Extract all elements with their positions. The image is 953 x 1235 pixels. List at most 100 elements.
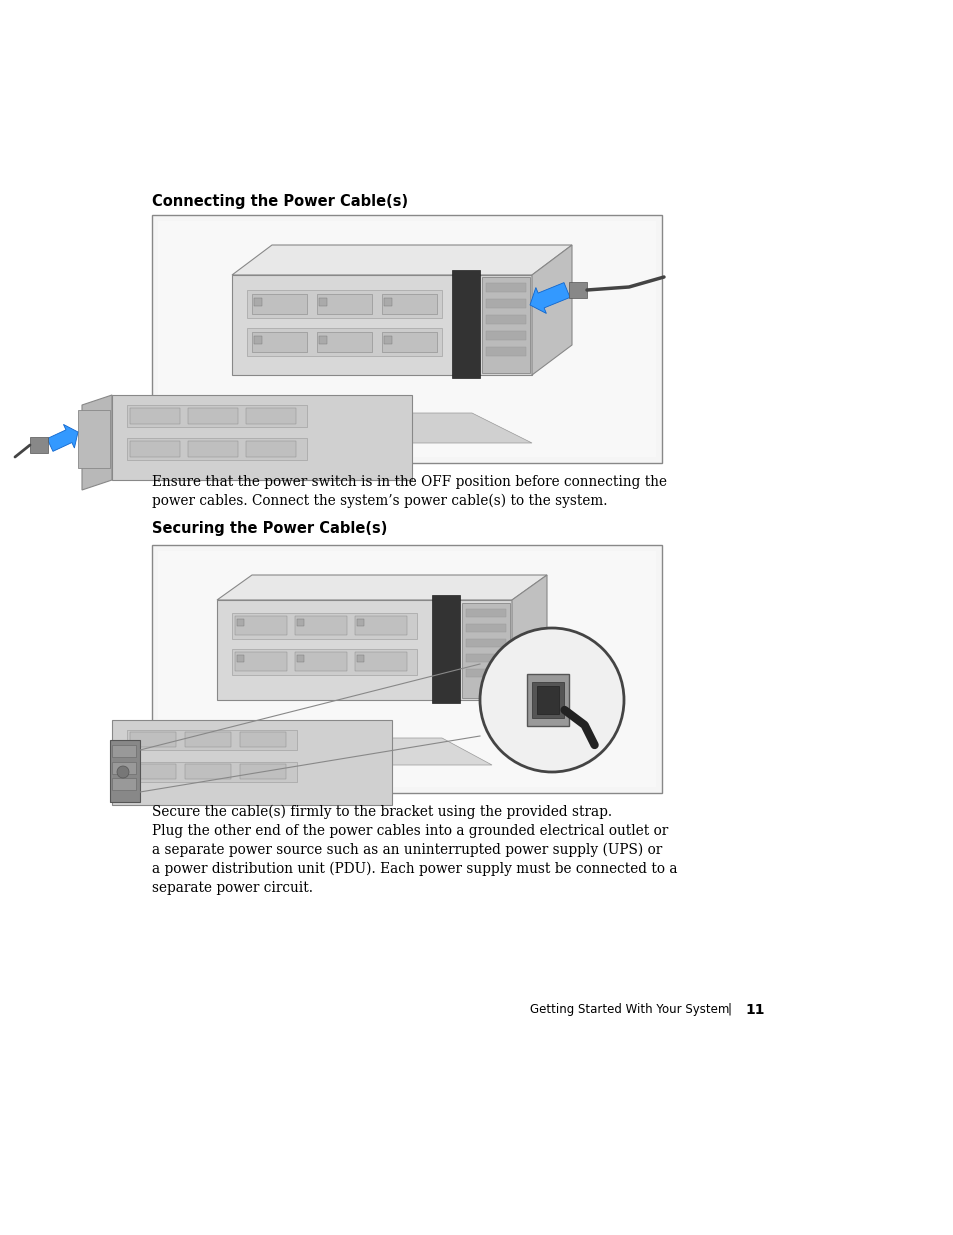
Bar bbox=[112, 745, 136, 757]
Text: a power distribution unit (PDU). Each power supply must be connected to a: a power distribution unit (PDU). Each po… bbox=[152, 862, 677, 877]
Bar bbox=[127, 405, 307, 427]
Bar bbox=[485, 331, 525, 340]
Bar bbox=[247, 329, 441, 356]
Bar bbox=[253, 298, 262, 306]
Bar bbox=[356, 655, 364, 662]
Bar bbox=[381, 294, 436, 314]
Bar bbox=[465, 638, 505, 647]
Bar bbox=[232, 650, 416, 676]
Bar bbox=[485, 315, 525, 324]
Polygon shape bbox=[47, 425, 78, 451]
Bar bbox=[127, 730, 296, 750]
Bar bbox=[355, 652, 407, 671]
Bar bbox=[481, 277, 530, 373]
Polygon shape bbox=[202, 739, 492, 764]
Polygon shape bbox=[82, 395, 112, 490]
Bar bbox=[568, 282, 586, 298]
Bar bbox=[236, 655, 244, 662]
Bar bbox=[318, 298, 327, 306]
Circle shape bbox=[479, 629, 623, 772]
Bar bbox=[465, 669, 505, 677]
Bar bbox=[526, 674, 568, 726]
Bar bbox=[130, 408, 180, 424]
Bar bbox=[355, 616, 407, 635]
Polygon shape bbox=[216, 600, 512, 700]
Bar bbox=[253, 336, 262, 345]
Bar bbox=[356, 619, 364, 626]
Bar bbox=[240, 732, 286, 747]
Bar bbox=[152, 215, 661, 463]
Bar bbox=[158, 551, 656, 787]
Bar bbox=[537, 685, 558, 714]
Bar bbox=[485, 283, 525, 291]
Bar bbox=[240, 764, 286, 779]
Bar bbox=[318, 336, 327, 345]
Text: |: | bbox=[727, 1003, 731, 1016]
Bar bbox=[384, 298, 392, 306]
Text: Getting Started With Your System: Getting Started With Your System bbox=[530, 1003, 729, 1016]
Bar bbox=[127, 762, 296, 782]
Polygon shape bbox=[232, 245, 572, 275]
Bar bbox=[316, 294, 372, 314]
Bar bbox=[185, 764, 231, 779]
Bar bbox=[188, 441, 237, 457]
Bar bbox=[252, 294, 307, 314]
Bar bbox=[485, 347, 525, 356]
Bar bbox=[112, 778, 136, 790]
Text: Connecting the Power Cable(s): Connecting the Power Cable(s) bbox=[152, 194, 408, 209]
Bar bbox=[294, 616, 347, 635]
Bar bbox=[247, 290, 441, 317]
Bar bbox=[316, 332, 372, 352]
Bar bbox=[30, 437, 48, 453]
Polygon shape bbox=[112, 395, 412, 480]
Polygon shape bbox=[212, 412, 272, 468]
Bar bbox=[234, 652, 287, 671]
Bar bbox=[432, 595, 459, 703]
Bar bbox=[246, 408, 295, 424]
Bar bbox=[185, 732, 231, 747]
Bar bbox=[465, 609, 505, 618]
Text: Plug the other end of the power cables into a grounded electrical outlet or: Plug the other end of the power cables i… bbox=[152, 824, 667, 839]
Bar bbox=[112, 762, 136, 774]
Bar bbox=[152, 545, 661, 793]
Bar bbox=[465, 624, 505, 632]
Bar bbox=[130, 764, 175, 779]
Bar bbox=[485, 299, 525, 308]
Bar bbox=[78, 410, 110, 468]
Bar bbox=[384, 336, 392, 345]
Bar bbox=[246, 441, 295, 457]
Bar bbox=[452, 270, 479, 378]
Text: Securing the Power Cable(s): Securing the Power Cable(s) bbox=[152, 521, 387, 536]
Bar bbox=[296, 655, 304, 662]
Polygon shape bbox=[212, 412, 532, 443]
Polygon shape bbox=[216, 576, 546, 600]
Bar bbox=[252, 332, 307, 352]
Polygon shape bbox=[512, 576, 546, 700]
Bar bbox=[130, 732, 175, 747]
Bar bbox=[127, 438, 307, 459]
Polygon shape bbox=[532, 245, 572, 375]
Text: a separate power source such as an uninterrupted power supply (UPS) or: a separate power source such as an unint… bbox=[152, 844, 661, 857]
Bar bbox=[158, 221, 656, 457]
Text: separate power circuit.: separate power circuit. bbox=[152, 881, 313, 895]
Bar bbox=[188, 408, 237, 424]
Bar bbox=[381, 332, 436, 352]
Bar bbox=[236, 619, 244, 626]
Bar bbox=[461, 603, 510, 698]
Bar bbox=[232, 613, 416, 638]
Bar bbox=[130, 441, 180, 457]
Bar bbox=[531, 682, 563, 718]
Polygon shape bbox=[112, 720, 392, 805]
Bar bbox=[234, 616, 287, 635]
Text: Secure the cable(s) firmly to the bracket using the provided strap.: Secure the cable(s) firmly to the bracke… bbox=[152, 805, 612, 819]
Text: power cables. Connect the system’s power cable(s) to the system.: power cables. Connect the system’s power… bbox=[152, 494, 607, 509]
Bar bbox=[465, 655, 505, 662]
Bar bbox=[110, 740, 140, 802]
Polygon shape bbox=[232, 275, 532, 375]
Polygon shape bbox=[530, 283, 569, 314]
Bar bbox=[296, 619, 304, 626]
Bar bbox=[294, 652, 347, 671]
Text: 11: 11 bbox=[744, 1003, 763, 1016]
Polygon shape bbox=[202, 739, 252, 788]
Circle shape bbox=[117, 766, 129, 778]
